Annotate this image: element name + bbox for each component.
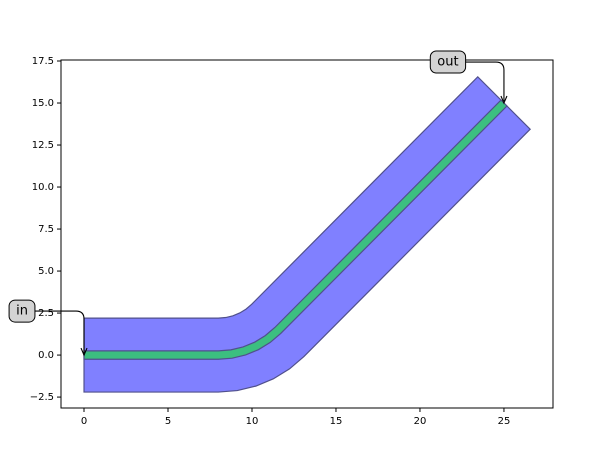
plot-frame [60, 59, 554, 409]
y-tick-label: 12.5 [32, 140, 54, 151]
y-tick-label: 10.0 [32, 182, 54, 193]
shape [83, 99, 508, 360]
x-tick-label: 25 [498, 416, 511, 427]
x-tick-label: 10 [246, 416, 259, 427]
arrow-head [80, 347, 88, 357]
x-tick-label: 20 [414, 416, 427, 427]
x-tick-label: 15 [330, 416, 343, 427]
x-tick-label: 5 [165, 416, 171, 427]
annotation-text: out [437, 55, 458, 70]
y-tick-label: 17.5 [32, 56, 54, 67]
annotation: in [8, 299, 36, 323]
y-tick-label: 7.5 [38, 224, 54, 235]
arrow-head [500, 95, 508, 105]
y-tick-label: 0.0 [38, 350, 54, 361]
annotation-box [429, 50, 467, 74]
annotation-arrow [447, 61, 505, 102]
annotation: out [429, 50, 467, 74]
annotation-text: in [16, 304, 28, 319]
annotation-box [8, 299, 36, 323]
y-tick-label: −2.5 [30, 392, 54, 403]
y-tick-label: 2.5 [38, 308, 54, 319]
x-tick-label: 0 [81, 416, 87, 427]
y-tick-label: 15.0 [32, 98, 54, 109]
shape [83, 75, 532, 393]
annotation-arrow [22, 310, 85, 354]
y-tick-label: 5.0 [38, 266, 54, 277]
